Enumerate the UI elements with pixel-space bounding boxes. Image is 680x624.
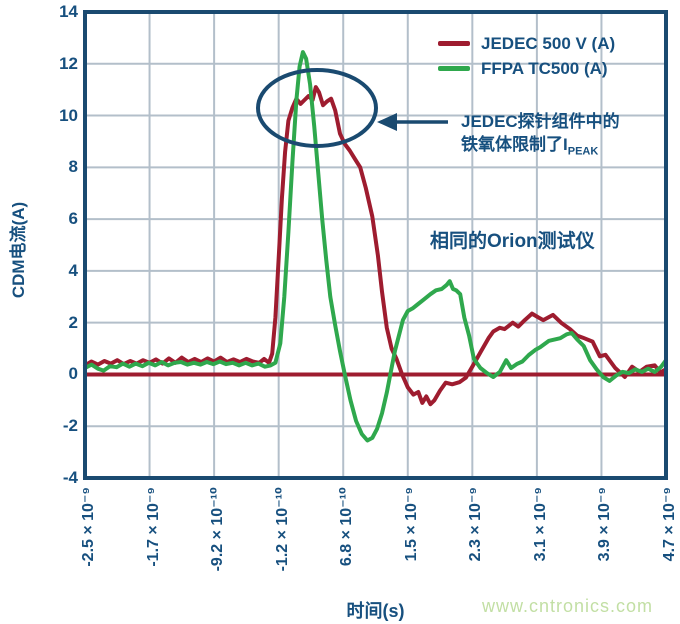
x-tick-label: 3.1 × 10⁻⁹ <box>531 487 549 562</box>
jedec-series-swatch <box>438 41 470 46</box>
x-tick-label: 6.8 × 10⁻¹⁰ <box>338 487 356 567</box>
y-tick-label: 0 <box>68 364 78 384</box>
x-axis-title: 时间(s) <box>346 601 405 621</box>
legend-item-ffpa: FFPA TC500 (A) <box>438 58 615 79</box>
y-tick-label: 8 <box>68 157 78 177</box>
plot-border <box>83 10 668 480</box>
y-tick-label: 14 <box>59 2 78 21</box>
y-tick-label: -2 <box>62 416 78 436</box>
y-axis-title: CDM电流(A) <box>9 201 28 299</box>
legend: JEDEC 500 V (A) FFPA TC500 (A) <box>438 33 615 79</box>
x-tick-label: 1.5 × 10⁻⁹ <box>402 487 420 562</box>
x-tick-label: 4.7 × 10⁻⁹ <box>661 487 678 562</box>
x-tick-label: -2.5 × 10⁻⁹ <box>80 487 97 567</box>
annotation-arrow-head <box>377 113 397 131</box>
ferrite-annotation-line2: 铁氧体限制了IPEAK <box>461 135 599 158</box>
y-tick-label: 10 <box>59 105 78 125</box>
ipeak-subscript: PEAK <box>567 145 599 158</box>
y-tick-label: 6 <box>68 209 78 229</box>
x-tick-label: 2.3 × 10⁻⁹ <box>467 487 485 562</box>
x-tick-label: -1.7 × 10⁻⁹ <box>144 487 162 567</box>
legend-item-jedec: JEDEC 500 V (A) <box>438 33 615 54</box>
x-tick-label: -1.2 × 10⁻¹⁰ <box>273 487 291 572</box>
x-tick-label: 3.9 × 10⁻⁹ <box>596 487 614 562</box>
ferrite-annotation-line1: JEDEC探针组件中的 <box>461 112 620 131</box>
jedec-series-label: JEDEC 500 V (A) <box>481 33 616 53</box>
y-tick-label: -4 <box>62 468 78 487</box>
orion-annotation: 相同的Orion测试仪 <box>430 231 595 252</box>
y-tick-label: 2 <box>68 312 78 332</box>
y-tick-label: 4 <box>68 260 78 280</box>
ffpa-series-swatch <box>438 66 470 71</box>
ffpa-series-label: FFPA TC500 (A) <box>481 58 608 78</box>
y-tick-label: 12 <box>59 53 78 73</box>
x-tick-label: -9.2 × 10⁻¹⁰ <box>209 487 227 572</box>
watermark-text: www.cntronics.com <box>482 596 654 616</box>
ffpa-series-line <box>83 50 668 443</box>
ferrite-annotation: JEDEC探针组件中的 铁氧体限制了IPEAK <box>461 110 620 163</box>
peak-ellipse-annotation <box>256 68 378 148</box>
jedec-series-line <box>83 85 668 407</box>
